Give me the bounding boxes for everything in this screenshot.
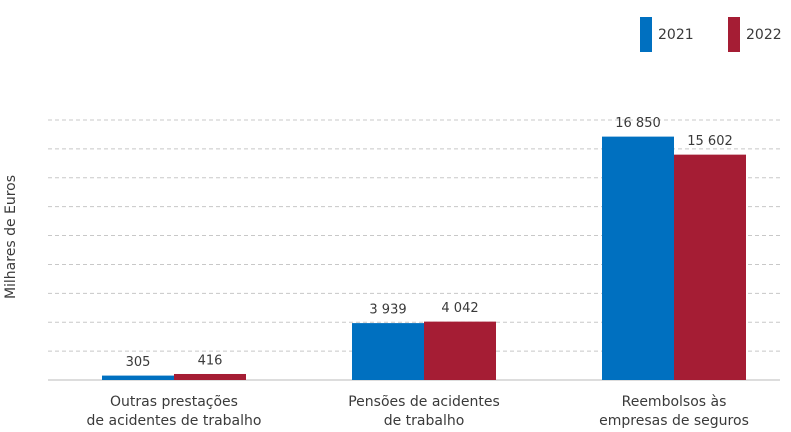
data-label: 416 [198,353,223,368]
data-label: 4 042 [441,301,478,316]
x-tick-label: empresas de seguros [599,413,749,429]
bar [102,375,174,380]
y-axis-label: Milhares de Euros [3,175,19,299]
x-tick-label: de trabalho [384,413,465,429]
data-label: 15 602 [687,134,733,149]
bar [602,136,674,380]
legend-label: 2021 [658,27,694,43]
x-tick-label: de acidentes de trabalho [87,413,262,429]
bar [674,154,746,380]
legend-swatch [728,17,740,52]
x-tick-label: Pensões de acidentes [348,394,500,410]
bar [424,321,496,380]
data-label: 16 850 [615,116,661,131]
legend-label: 2022 [746,27,782,43]
bar [174,373,246,380]
legend-swatch [640,17,652,52]
data-label: 3 939 [369,303,406,318]
data-label: 305 [126,355,151,370]
bar [352,323,424,380]
x-tick-label: Outras prestações [110,394,238,410]
x-tick-label: Reembolsos às [622,394,727,410]
